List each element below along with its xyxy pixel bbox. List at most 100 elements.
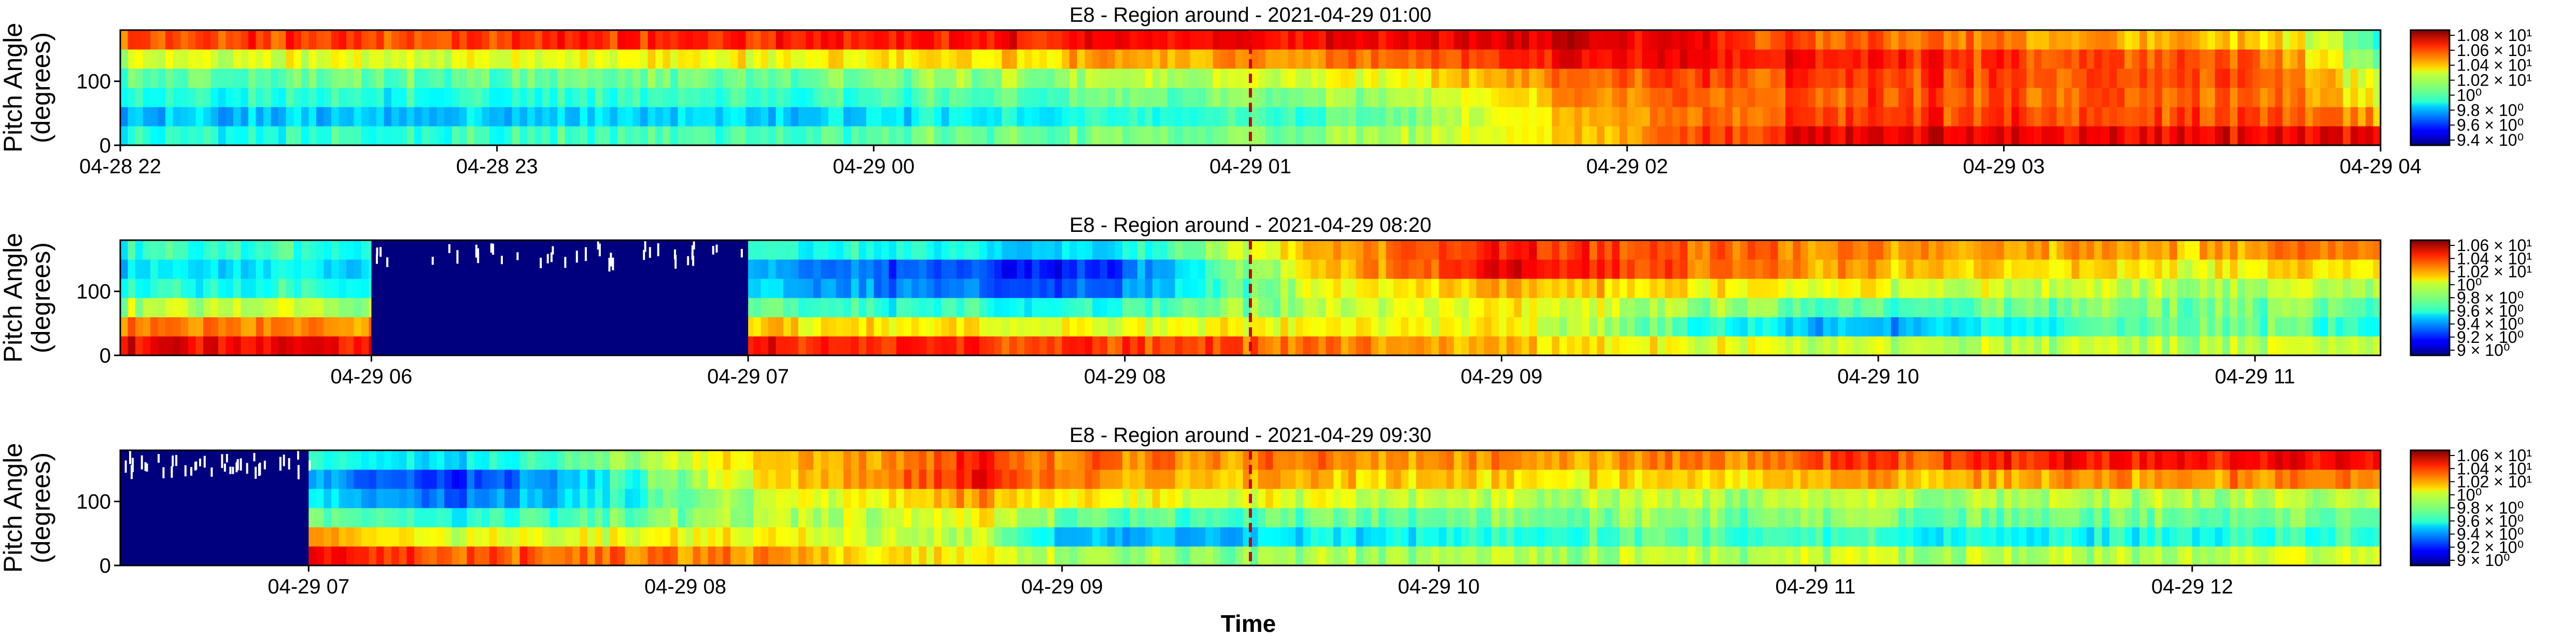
heatmap-cell	[1303, 259, 1311, 279]
heatmap-cell	[1220, 450, 1228, 470]
heatmap-cell	[1665, 489, 1673, 508]
heatmap-cell	[1793, 317, 1801, 337]
y-tick-label: 0	[100, 134, 111, 157]
heatmap-cell	[1152, 450, 1161, 470]
heatmap-cell	[1582, 546, 1590, 566]
heatmap-cell	[2320, 317, 2328, 337]
heatmap-cell	[1702, 88, 1711, 107]
heatmap-cell	[1190, 68, 1198, 88]
heatmap-cell	[1348, 279, 1357, 298]
heatmap-cell	[2162, 107, 2170, 127]
heatmap-cell	[904, 49, 912, 69]
heatmap-cell	[2132, 298, 2140, 317]
heatmap-cell	[595, 107, 603, 127]
heatmap-cell	[1341, 336, 1349, 356]
heatmap-cell	[1763, 240, 1771, 260]
heatmap-cell	[565, 508, 573, 528]
heatmap-cell	[331, 336, 340, 356]
heatmap-cell	[858, 49, 867, 69]
heatmap-cell	[1770, 88, 1778, 107]
heatmap-cell	[1635, 279, 1643, 298]
heatmap-cell	[1710, 317, 1718, 337]
heatmap-cell	[1951, 126, 1959, 146]
heatmap-cell	[1718, 68, 1726, 88]
heatmap-cell	[1107, 527, 1115, 547]
heatmap-cell	[1552, 546, 1560, 566]
heatmap-cell	[1288, 30, 1296, 50]
heatmap-cell	[1378, 107, 1387, 127]
heatmap-cell	[2139, 126, 2148, 146]
heatmap-cell	[339, 30, 347, 50]
heatmap-cell	[1077, 527, 1085, 547]
heatmap-cell	[1311, 336, 1319, 356]
no-data-fleck	[715, 244, 718, 253]
heatmap-cell	[489, 68, 498, 88]
heatmap-cell	[210, 240, 219, 260]
heatmap-cell	[987, 68, 995, 88]
heatmap-cell	[1235, 240, 1244, 260]
heatmap-cell	[542, 469, 550, 489]
heatmap-cell	[1145, 489, 1153, 508]
heatmap-cell	[1514, 508, 1522, 528]
heatmap-cell	[1167, 336, 1176, 356]
heatmap-cell	[2260, 88, 2268, 107]
heatmap-cell	[2215, 298, 2223, 317]
heatmap-cell	[1770, 49, 1778, 69]
heatmap-cell	[1032, 88, 1040, 107]
heatmap-cell	[1333, 279, 1341, 298]
heatmap-cell	[1160, 240, 1168, 260]
heatmap-cell	[587, 126, 596, 146]
heatmap-cell	[1823, 317, 1831, 337]
heatmap-cell	[1371, 450, 1379, 470]
heatmap-cell	[354, 107, 362, 127]
heatmap-cell	[1461, 469, 1470, 489]
heatmap-cell	[2260, 68, 2268, 88]
heatmap-cell	[1800, 126, 1809, 146]
heatmap-cell	[670, 107, 679, 127]
heatmap-cell	[1552, 126, 1560, 146]
heatmap-cell	[399, 49, 407, 69]
heatmap-cell	[308, 489, 317, 508]
heatmap-cell	[135, 240, 144, 260]
heatmap-cell	[527, 88, 535, 107]
heatmap-cell	[512, 107, 520, 127]
heatmap-cell	[1831, 298, 1839, 317]
heatmap-cell	[1378, 317, 1387, 337]
heatmap-cell	[678, 508, 686, 528]
heatmap-cell	[1378, 259, 1387, 279]
heatmap-cell	[2365, 68, 2374, 88]
heatmap-cell	[904, 336, 912, 356]
heatmap-cell	[798, 527, 807, 547]
heatmap-cell	[1499, 469, 1507, 489]
heatmap-cell	[1333, 30, 1341, 50]
heatmap-cell	[941, 30, 950, 50]
heatmap-cell	[1981, 68, 1989, 88]
heatmap-cell	[1175, 546, 1183, 566]
heatmap-cell	[572, 527, 581, 547]
heatmap-cell	[904, 107, 912, 127]
heatmap-cell	[188, 107, 196, 127]
heatmap-cell	[889, 126, 897, 146]
heatmap-cell	[1574, 527, 1583, 547]
heatmap-cell	[128, 240, 136, 260]
heatmap-cell	[444, 49, 453, 69]
heatmap-cell	[1996, 259, 2004, 279]
heatmap-cell	[1439, 259, 1447, 279]
heatmap-cell	[1627, 489, 1635, 508]
heatmap-cell	[173, 68, 181, 88]
heatmap-cell	[557, 68, 566, 88]
heatmap-cell	[1424, 107, 1432, 127]
heatmap-cell	[1085, 469, 1093, 489]
heatmap-cell	[1039, 107, 1048, 127]
heatmap-cell	[987, 88, 995, 107]
heatmap-cell	[1906, 336, 1914, 356]
heatmap-cell	[1333, 317, 1341, 337]
heatmap-cell	[670, 126, 679, 146]
heatmap-cell	[2094, 298, 2102, 317]
heatmap-cell	[226, 126, 234, 146]
heatmap-cell	[248, 240, 257, 260]
heatmap-cell	[1574, 259, 1583, 279]
heatmap-cell	[1047, 279, 1055, 298]
heatmap-cell	[1959, 298, 1967, 317]
heatmap-cell	[180, 30, 189, 50]
